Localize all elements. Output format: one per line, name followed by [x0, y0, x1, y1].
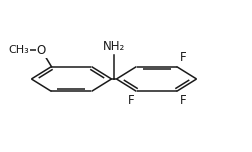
Text: F: F — [179, 94, 185, 107]
Text: F: F — [179, 51, 185, 64]
Text: NH₂: NH₂ — [103, 40, 125, 53]
Text: O: O — [37, 44, 46, 57]
Text: F: F — [128, 94, 134, 107]
Text: CH₃: CH₃ — [9, 45, 29, 55]
